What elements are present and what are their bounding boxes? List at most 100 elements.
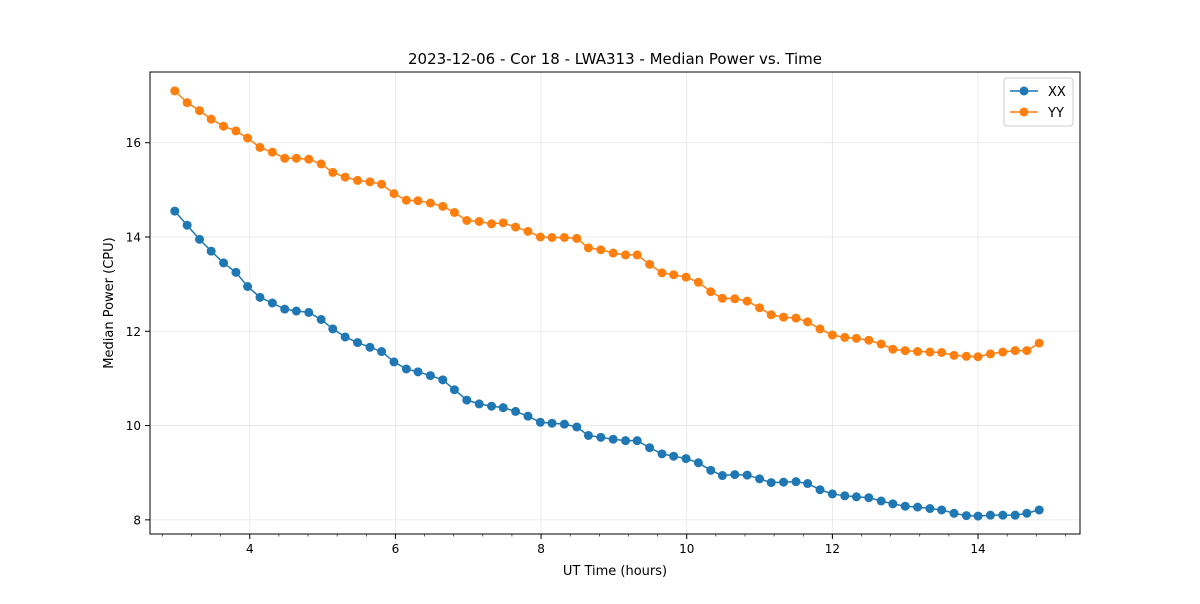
data-point-yy [937,348,947,357]
data-point-xx [961,511,971,521]
data-point-xx [535,417,545,427]
data-point-xx [389,357,399,367]
data-point-yy [547,232,557,242]
data-point-xx [340,332,350,342]
data-point-yy [827,330,837,340]
data-point-xx [449,385,459,395]
data-point-yy [316,159,326,169]
data-point-yy [487,219,497,229]
series-group [170,86,1044,521]
data-point-yy [291,153,301,163]
x-tick-label: 14 [970,542,985,556]
data-point-yy [864,335,874,345]
data-point-yy [219,121,229,131]
data-point-xx [401,364,411,374]
data-point-xx [755,474,765,484]
y-tick-label: 16 [126,136,141,150]
data-point-yy [328,167,338,177]
data-point-yy [925,347,935,357]
data-point-xx [219,258,229,268]
data-point-yy [267,147,277,157]
data-point-xx [937,505,947,515]
data-point-yy [583,243,593,253]
data-point-yy [621,250,631,260]
data-point-xx [596,432,606,442]
data-point-xx [998,510,1008,520]
data-point-xx [779,477,789,487]
data-point-yy [876,339,886,349]
data-point-xx [425,371,435,381]
data-point-xx [730,470,740,480]
data-point-xx [657,449,667,459]
data-point-yy [572,233,582,243]
data-point-xx [827,489,837,499]
data-point-yy [645,259,655,269]
data-point-yy [669,270,679,280]
data-point-yy [353,175,363,185]
data-point-xx [328,324,338,334]
data-point-yy [280,153,290,163]
data-point-yy [888,344,898,354]
data-point-xx [888,499,898,509]
data-point-xx [1010,510,1020,520]
data-point-xx [267,298,277,308]
data-point-yy [730,294,740,304]
data-point-yy [913,347,923,357]
data-point-yy [803,317,813,327]
data-point-xx [243,282,253,291]
data-point-xx [559,419,569,429]
data-point-xx [195,234,205,244]
data-point-xx [681,454,691,464]
data-point-yy [851,333,861,343]
data-point-xx [316,315,326,324]
data-point-xx [377,347,387,357]
legend-marker-xx [1019,86,1029,96]
data-point-xx [206,246,216,256]
data-point-xx [498,403,508,413]
data-point-yy [231,126,241,136]
y-tick-label: 14 [126,231,141,245]
data-point-xx [487,401,497,411]
y-axis-label: Median Power (CPU) [102,237,117,368]
data-point-xx [717,471,727,481]
data-point-yy [1022,346,1032,356]
data-point-yy [961,351,971,361]
data-point-yy [900,346,910,356]
y-tick-label: 8 [133,513,141,527]
data-point-yy [449,207,459,217]
x-axis-label: UT Time (hours) [563,564,667,579]
data-point-xx [693,458,703,468]
data-point-xx [523,411,533,421]
data-point-xx [291,306,301,316]
data-point-xx [851,492,861,502]
data-point-yy [195,106,205,116]
plot-frame [149,71,1081,535]
data-point-yy [693,277,703,287]
data-point-xx [840,491,850,501]
data-point-xx [669,451,679,461]
data-point-yy [401,195,411,205]
data-point-yy [766,310,776,320]
x-tick-label: 6 [392,542,400,556]
data-point-yy [973,352,983,362]
data-point-xx [170,206,180,216]
data-point-xx [815,485,825,495]
data-point-yy [365,177,375,187]
legend-marker-yy [1019,107,1029,117]
data-point-xx [474,399,484,409]
data-point-yy [632,250,642,260]
data-point-yy [791,313,801,323]
legend-label-xx: XX [1048,85,1066,100]
data-point-yy [377,179,387,189]
x-tick-label: 8 [537,542,545,556]
data-point-xx [583,430,593,440]
data-point-yy [523,226,533,236]
data-point-yy [182,98,192,108]
data-point-yy [425,198,435,208]
data-point-xx [511,406,521,416]
grid-lines [150,72,1080,534]
data-point-xx [949,508,959,518]
data-point-yy [815,324,825,334]
